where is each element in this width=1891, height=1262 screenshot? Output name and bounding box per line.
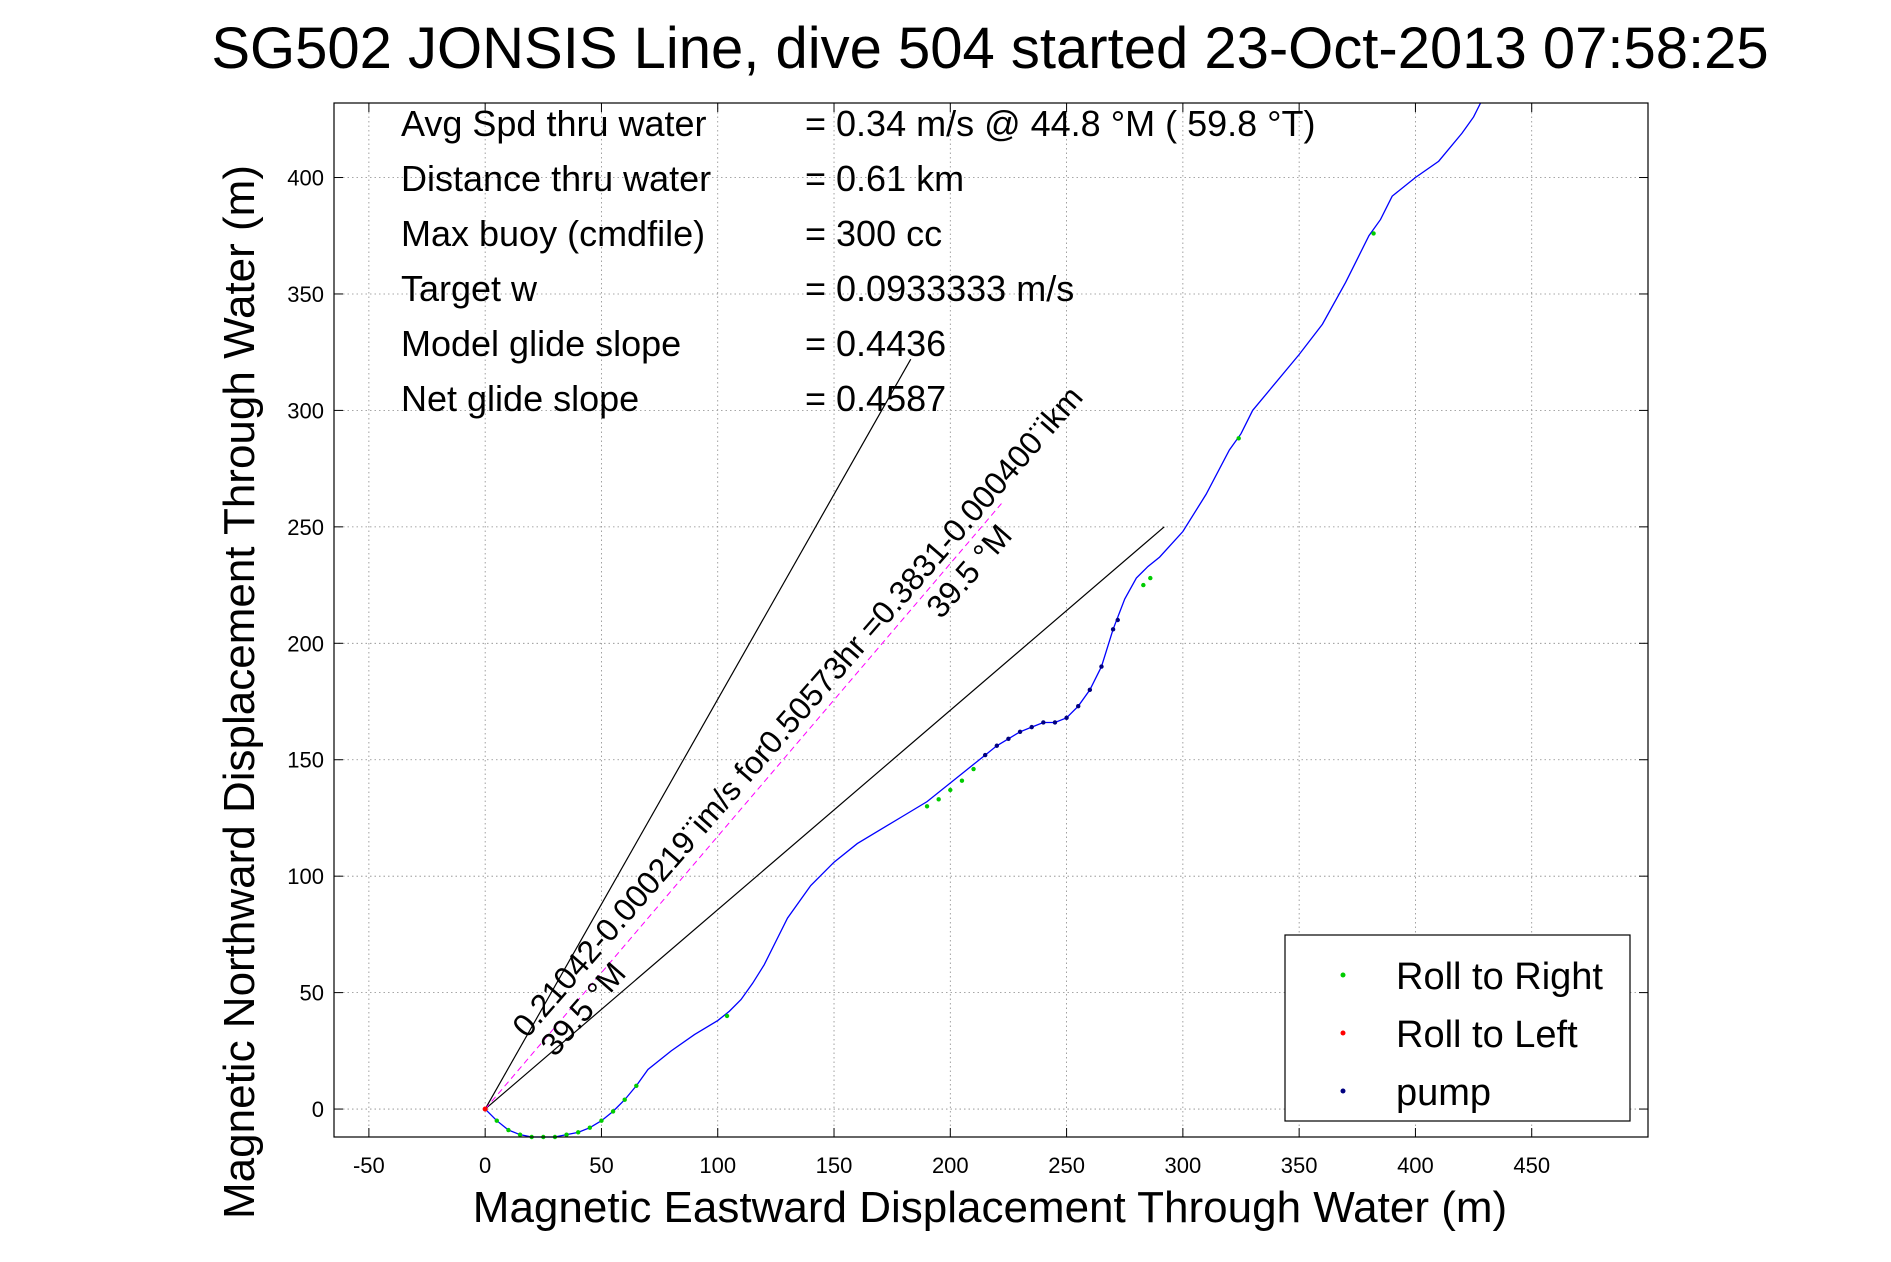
pump-point (1110, 627, 1116, 632)
legend-label: Roll to Right (1396, 956, 1603, 998)
pump-point (982, 752, 988, 758)
info-label: Model glide slope (401, 323, 681, 364)
y-tick-label: 50 (300, 981, 324, 1006)
roll-to-right-point (587, 1125, 593, 1130)
reference-lines (484, 358, 1165, 1110)
x-tick-label: 50 (589, 1153, 613, 1178)
y-tick-label: 300 (287, 398, 324, 423)
roll-to-right-point (1371, 231, 1376, 236)
legend-marker (1340, 1088, 1346, 1094)
roll-to-right-point (517, 1132, 523, 1137)
pump-point (1115, 617, 1120, 623)
roll-to-right-point (1148, 575, 1153, 581)
y-axis-ticks: 0 50 100 150 200 250 300 350 400 (287, 166, 1648, 1122)
info-value: = 0.61 km (805, 158, 964, 199)
roll-to-right-point (1236, 436, 1241, 441)
roll-to-right-point (610, 1109, 616, 1114)
pump-point (994, 743, 1000, 748)
roll-to-right-point (494, 1118, 499, 1123)
x-tick-label: 100 (699, 1153, 736, 1178)
x-axis-ticks: -50 0 50 100 150 200 250 300 350 400 450 (353, 103, 1550, 1178)
x-tick-label: 450 (1513, 1153, 1550, 1178)
y-axis-label: Magnetic Northward Displacement Through … (215, 165, 264, 1219)
annotations: 0.21042-0.000219¨im/s for0.50573hr =0.38… (505, 379, 1089, 1062)
roll-to-right-point (936, 797, 941, 802)
pump-point (1017, 729, 1023, 734)
roll-to-right-point (634, 1083, 639, 1088)
pump-point (1076, 703, 1081, 709)
roll-to-right-point (959, 778, 965, 783)
plot-frame (333, 102, 1649, 1138)
x-tick-label: 0 (479, 1153, 491, 1178)
roll-to-right-point (1141, 582, 1146, 588)
legend-marker (1340, 972, 1346, 978)
legend: Roll to Right Roll to Left pump (1284, 934, 1631, 1122)
roll-to-right-point (575, 1130, 581, 1135)
pump-point (1041, 720, 1046, 725)
roll-to-right-point (506, 1127, 511, 1133)
roll-to-right-point (924, 804, 930, 809)
x-axis-label: Magnetic Eastward Displacement Through W… (473, 1183, 1507, 1232)
y-tick-label: 150 (287, 748, 324, 773)
chart-title: SG502 JONSIS Line, dive 504 started 23-O… (211, 16, 1768, 81)
y-tick-label: 100 (287, 864, 324, 889)
info-value: = 0.4587 (805, 378, 946, 419)
pump-point (1064, 715, 1069, 721)
y-tick-label: 400 (287, 166, 324, 191)
pump-point (1099, 664, 1104, 669)
x-tick-label: 200 (932, 1153, 969, 1178)
pump-point (1052, 720, 1058, 725)
info-label: Net glide slope (401, 378, 639, 419)
info-value: = 0.34 m/s @ 44.8 °M ( 59.8 °T) (805, 103, 1316, 144)
pump-point (1029, 724, 1034, 730)
x-tick-label: -50 (353, 1153, 385, 1178)
legend-label: pump (1396, 1072, 1491, 1114)
roll-to-right-point (622, 1097, 627, 1102)
info-label: Distance thru water (401, 158, 711, 199)
x-tick-label: 350 (1281, 1153, 1318, 1178)
legend-label: Roll to Left (1396, 1014, 1578, 1056)
legend-marker (1340, 1030, 1346, 1036)
roll-to-right-point (599, 1118, 604, 1123)
info-block: Avg Spd thru water = 0.34 m/s @ 44.8 °M (… (401, 103, 1316, 419)
info-value: = 0.4436 (805, 323, 946, 364)
info-label: Target w (401, 268, 538, 309)
roll-to-right-point (724, 1013, 730, 1019)
roll-to-right-point (948, 787, 953, 793)
info-value: = 0.0933333 m/s (805, 268, 1074, 309)
y-tick-label: 250 (287, 515, 324, 540)
x-tick-label: 400 (1397, 1153, 1434, 1178)
annotation-text: 0.21042-0.000219¨im/s for0.50573hr =0.38… (505, 379, 1089, 1044)
info-value: = 300 cc (805, 213, 942, 254)
x-tick-label: 150 (816, 1153, 853, 1178)
info-label: Avg Spd thru water (401, 103, 707, 144)
pump-point (1087, 687, 1093, 693)
x-tick-label: 250 (1048, 1153, 1085, 1178)
cone-line-2 (484, 526, 1165, 1110)
roll-to-right-point (971, 766, 976, 772)
track-line (484, 102, 1482, 1138)
track-series (484, 102, 1482, 1138)
track-markers (482, 231, 1376, 1140)
roll-to-right-point (564, 1132, 569, 1137)
y-tick-label: 200 (287, 631, 324, 656)
x-tick-label: 300 (1165, 1153, 1202, 1178)
cone-line-1 (484, 358, 912, 1110)
current-line (484, 503, 1002, 1110)
y-tick-label: 0 (312, 1097, 324, 1122)
info-label: Max buoy (cmdfile) (401, 213, 705, 254)
roll-to-left-point (482, 1106, 488, 1112)
grid-lines (334, 103, 1648, 1137)
pump-point (1006, 736, 1011, 741)
y-tick-label: 350 (287, 282, 324, 307)
